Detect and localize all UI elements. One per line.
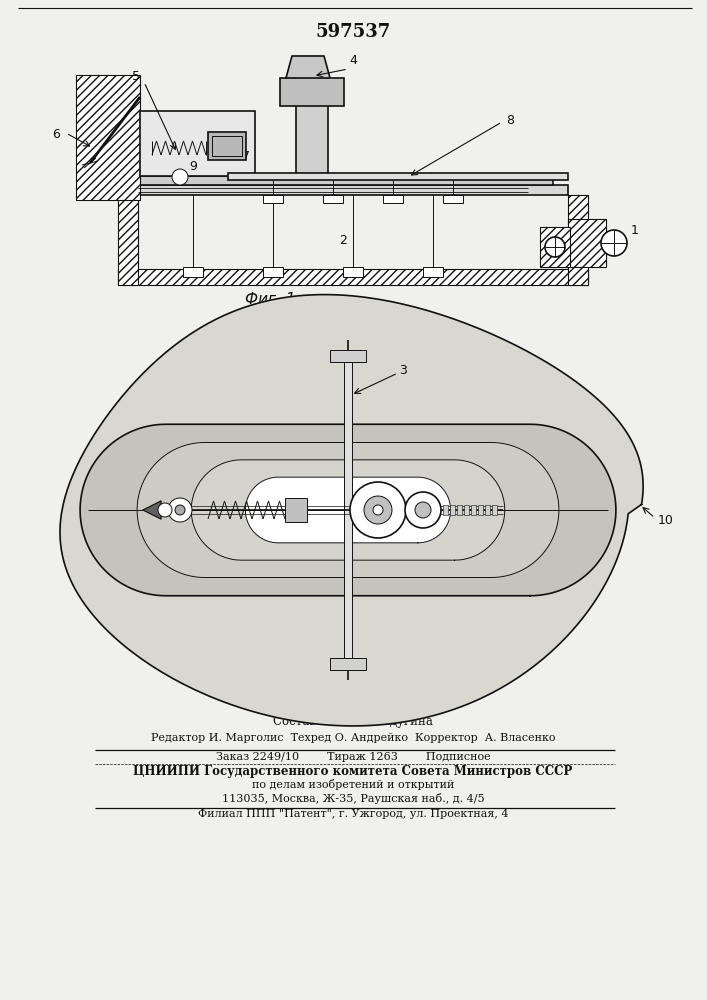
- Text: Заказ 2249/10        Тираж 1263        Подписное: Заказ 2249/10 Тираж 1263 Подписное: [216, 752, 491, 762]
- Bar: [208, 132, 246, 160]
- Circle shape: [168, 498, 192, 522]
- Bar: [323, 195, 343, 203]
- Polygon shape: [245, 477, 450, 543]
- Bar: [296, 91, 328, 176]
- Text: Составитель  В. Радугина: Составитель В. Радугина: [273, 716, 433, 728]
- Bar: [330, 658, 366, 670]
- Bar: [285, 498, 307, 522]
- Bar: [443, 195, 463, 203]
- Bar: [118, 269, 588, 285]
- Polygon shape: [143, 501, 161, 519]
- Polygon shape: [245, 477, 450, 543]
- Polygon shape: [286, 56, 330, 78]
- Bar: [280, 78, 344, 106]
- Text: 8: 8: [506, 113, 514, 126]
- Circle shape: [405, 492, 441, 528]
- Bar: [492, 505, 497, 515]
- Text: 2: 2: [339, 233, 347, 246]
- Circle shape: [158, 503, 172, 517]
- Text: по делам изобретений и открытий: по делам изобретений и открытий: [252, 780, 454, 790]
- Bar: [457, 505, 462, 515]
- Text: 5: 5: [132, 70, 140, 84]
- Text: 113035, Москва, Ж-35, Раушская наб., д. 4/5: 113035, Москва, Ж-35, Раушская наб., д. …: [222, 792, 484, 804]
- Circle shape: [172, 169, 188, 185]
- Text: Фиг. 1: Фиг. 1: [245, 292, 296, 308]
- Circle shape: [373, 505, 383, 515]
- Bar: [263, 195, 283, 203]
- Bar: [212, 136, 242, 156]
- Circle shape: [175, 505, 185, 515]
- Bar: [471, 505, 476, 515]
- Circle shape: [545, 237, 565, 257]
- Bar: [138, 176, 553, 185]
- Text: ЦНИИПИ Государственного комитета Совета Министров СССР: ЦНИИПИ Государственного комитета Совета …: [134, 766, 573, 778]
- Text: Редактор И. Марголис  Техред О. Андрейко  Корректор  А. Власенко: Редактор И. Марголис Техред О. Андрейко …: [151, 733, 555, 743]
- Bar: [464, 505, 469, 515]
- Polygon shape: [137, 443, 559, 577]
- Bar: [140, 111, 255, 176]
- Text: 597537: 597537: [315, 23, 391, 41]
- Bar: [76, 75, 140, 200]
- Circle shape: [601, 230, 627, 256]
- Text: 3: 3: [399, 363, 407, 376]
- Text: 7: 7: [242, 150, 250, 163]
- Circle shape: [415, 502, 431, 518]
- Bar: [423, 267, 443, 277]
- Bar: [568, 195, 588, 285]
- Bar: [344, 355, 352, 665]
- Circle shape: [350, 482, 406, 538]
- Bar: [568, 219, 606, 267]
- Bar: [263, 267, 283, 277]
- Bar: [443, 505, 448, 515]
- Polygon shape: [192, 460, 505, 560]
- Bar: [383, 195, 403, 203]
- Text: 9: 9: [189, 160, 197, 174]
- Text: Фиг. 2: Фиг. 2: [255, 684, 305, 700]
- Text: 4: 4: [349, 54, 357, 67]
- Polygon shape: [80, 424, 616, 596]
- Bar: [540, 227, 570, 267]
- Bar: [343, 267, 363, 277]
- Bar: [330, 350, 366, 362]
- Bar: [138, 185, 568, 195]
- Bar: [183, 267, 203, 277]
- Bar: [228, 173, 568, 180]
- Text: Филиал ППП "Патент", г. Ужгород, ул. Проектная, 4: Филиал ППП "Патент", г. Ужгород, ул. Про…: [198, 809, 508, 819]
- Bar: [118, 195, 138, 285]
- Bar: [450, 505, 455, 515]
- Bar: [478, 505, 483, 515]
- Text: 10: 10: [658, 514, 674, 526]
- Polygon shape: [60, 295, 643, 726]
- Text: 1: 1: [631, 224, 639, 236]
- Text: 6: 6: [52, 128, 60, 141]
- Circle shape: [364, 496, 392, 524]
- Bar: [485, 505, 490, 515]
